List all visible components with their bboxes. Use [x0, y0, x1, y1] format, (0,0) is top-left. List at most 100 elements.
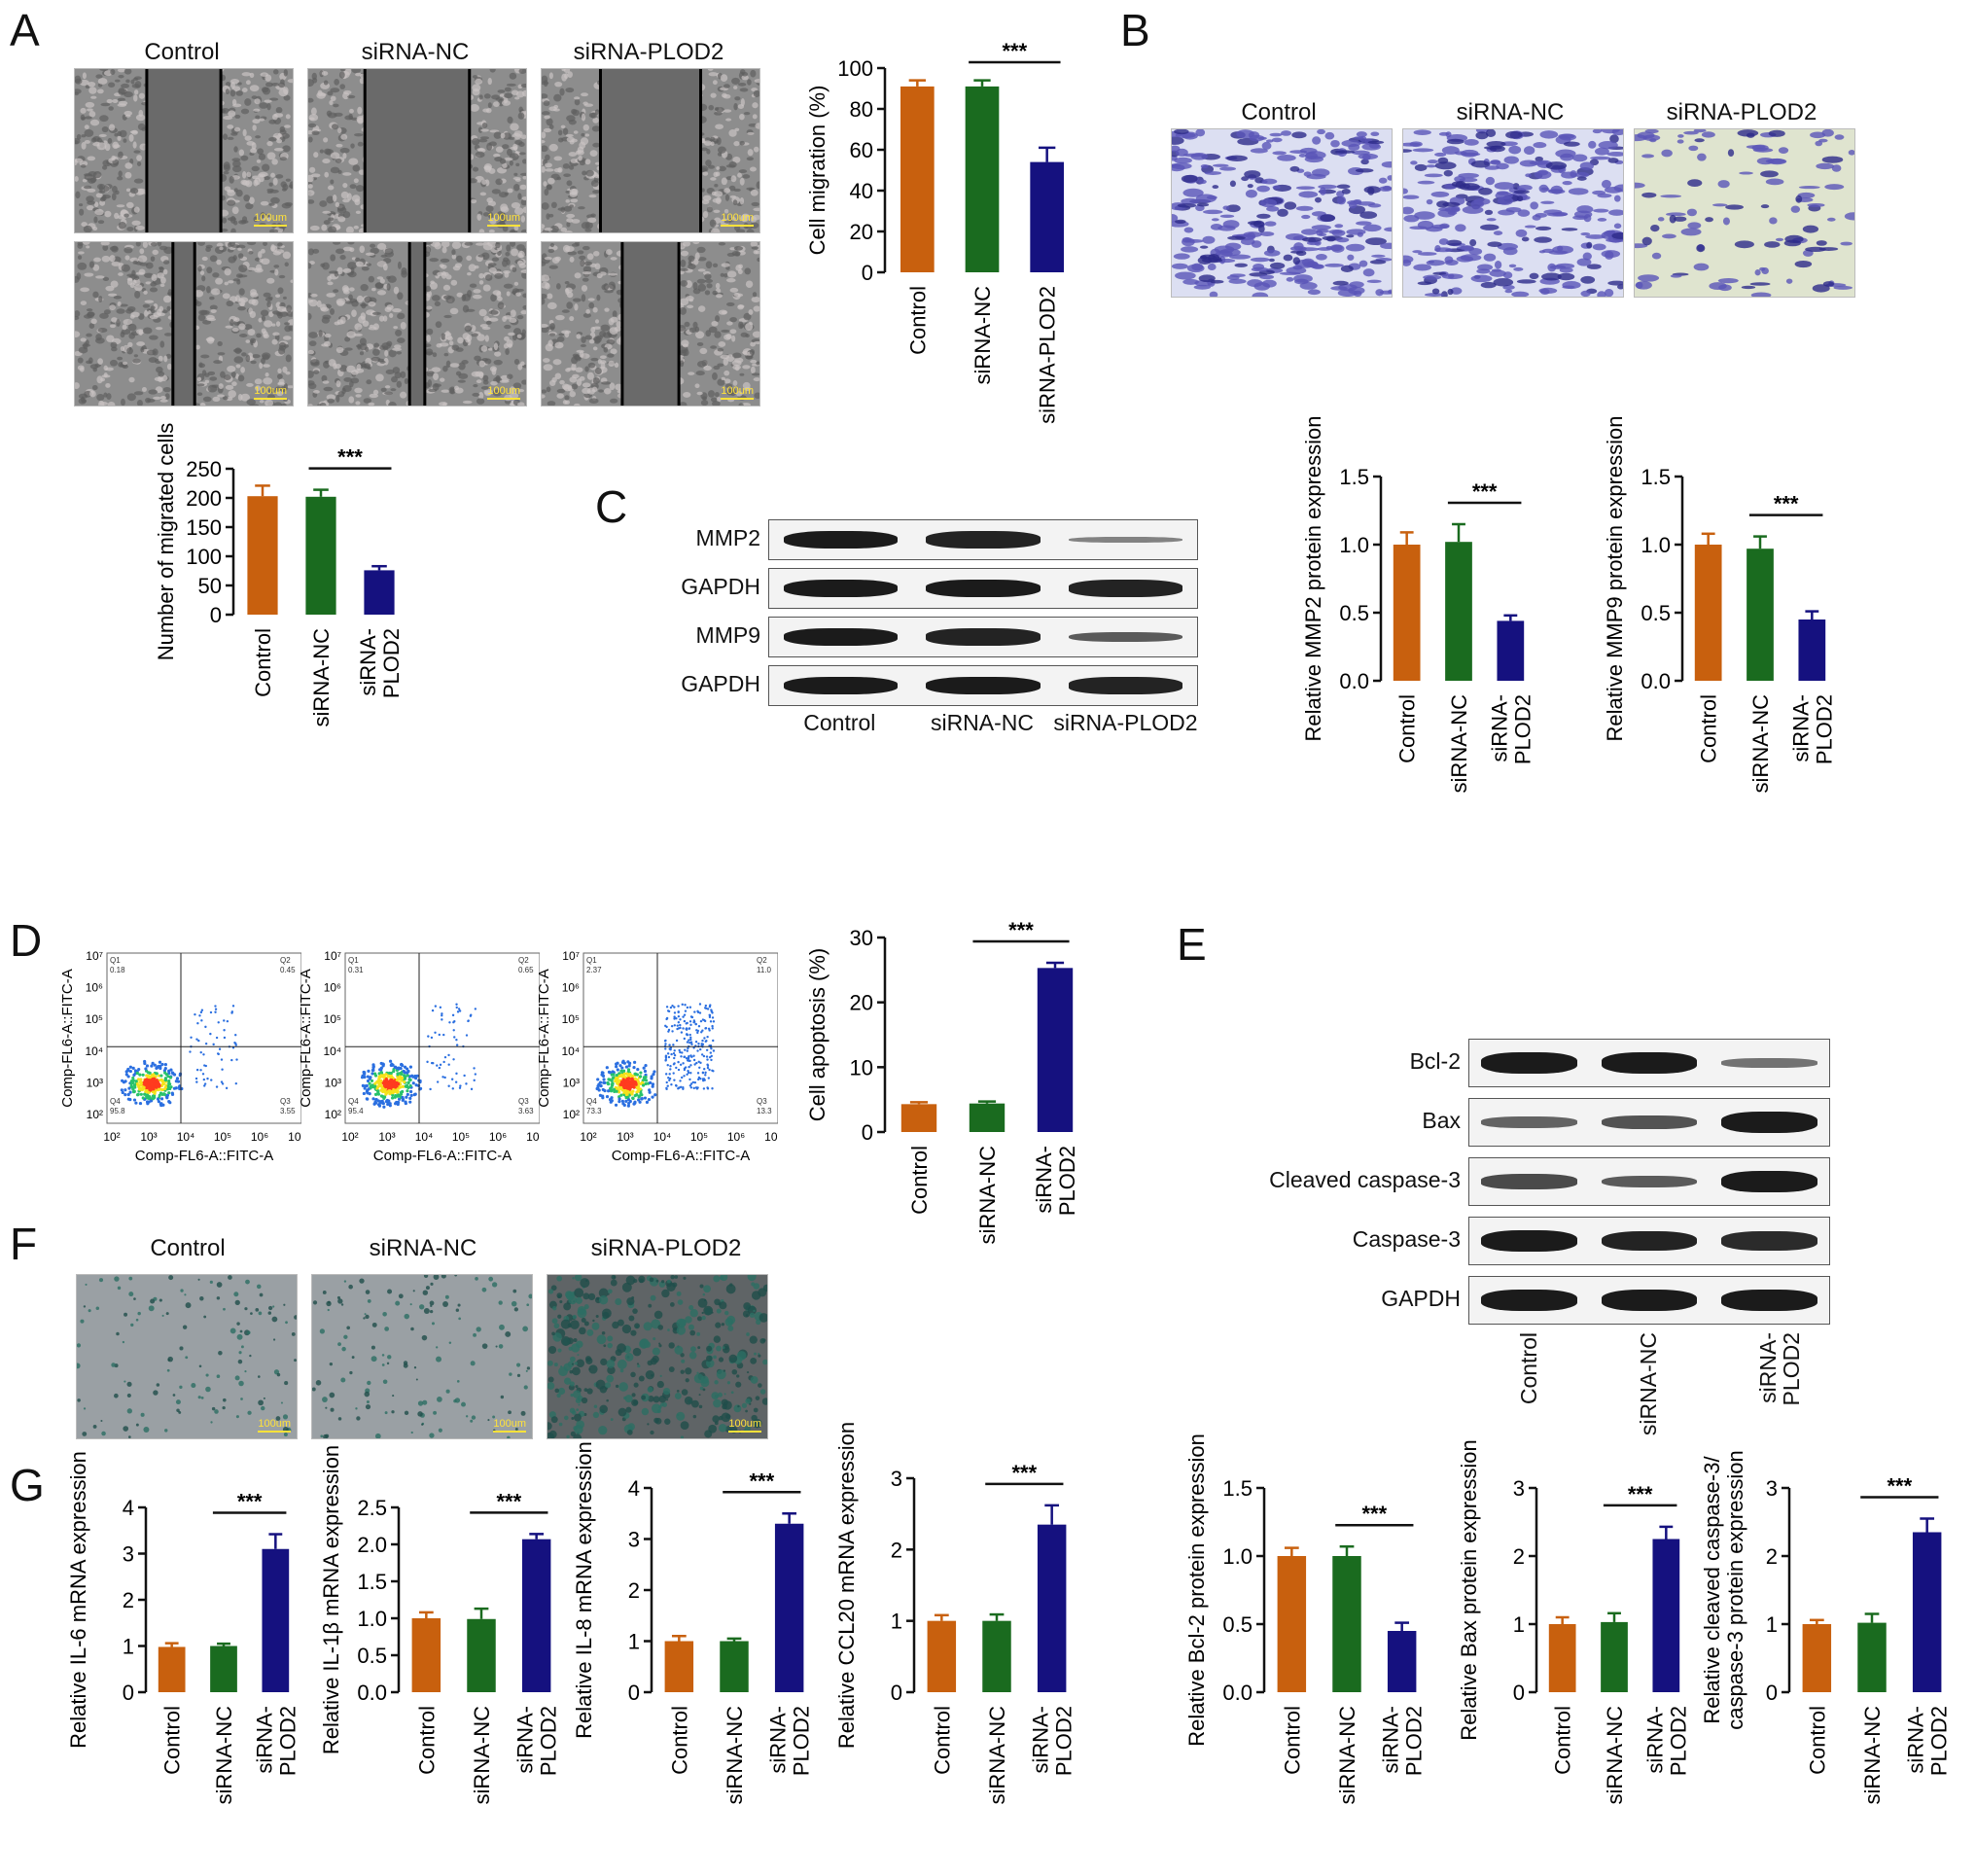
y-axis-label: Cell apoptosis (%): [805, 948, 829, 1122]
blot-label-cleaved-caspase3: Cleaved caspase-3: [1269, 1167, 1461, 1192]
blot-band: [1069, 536, 1183, 544]
flow-quadrant-label: 3.55: [280, 1107, 296, 1115]
x-tick-label: Control: [667, 1706, 691, 1775]
a-title-nc: siRNA-NC: [361, 39, 470, 65]
bar-plod2: [1037, 1524, 1067, 1692]
bar-nc: [982, 1620, 1011, 1692]
chart-mmp2: 0.0 0.5 1.0 1.5 Relative MMP2 protein expres…: [1301, 415, 1535, 794]
blot-label-mmp2: MMP2: [695, 525, 760, 550]
flow-quadrant-label: 0.18: [110, 966, 125, 974]
y-tick-label: 1.0: [1339, 533, 1369, 557]
x-tick-label: Control: [907, 1146, 932, 1215]
flow-x-tick: 10⁵: [690, 1130, 708, 1144]
flow-y-tick: 10²: [87, 1108, 103, 1121]
flow-quadrant-label: 0.45: [280, 966, 296, 974]
significance-label: ***: [1774, 492, 1799, 516]
flow-x-tick: 10⁷: [764, 1130, 778, 1144]
panel-letter-b: B: [1120, 5, 1150, 55]
y-tick-label: 4: [123, 1496, 134, 1520]
significance-label: ***: [1002, 39, 1027, 63]
bar-control: [1694, 545, 1722, 681]
flow-quadrant-label: Q4: [586, 1097, 597, 1106]
blot-band: [1721, 1058, 1817, 1068]
x-tick-label: siRNA-NC: [212, 1706, 236, 1805]
y-tick-label: 0: [862, 1120, 873, 1145]
bar-nc: [965, 86, 1000, 273]
y-tick-label: 1.0: [1641, 533, 1671, 557]
bar-nc: [1747, 549, 1774, 681]
wound-image-control-0h: 100um: [74, 68, 294, 233]
x-tick-label: Control: [160, 1706, 185, 1775]
wound-image-plod2-0h: 100um: [541, 68, 760, 233]
flow-x-tick: 10⁷: [288, 1130, 301, 1144]
y-tick-label: 0: [862, 261, 873, 285]
bar-plod2: [262, 1548, 290, 1692]
y-axis-label: Relative IL-8 mRNA expression: [572, 1441, 596, 1739]
blot-label-gapdh: GAPDH: [1381, 1286, 1461, 1311]
blot-band: [1601, 1115, 1698, 1129]
significance-label: ***: [337, 445, 363, 470]
wound-image-plod2-24h: 100um: [541, 241, 760, 407]
y-tick-label: 0: [1513, 1681, 1525, 1705]
flow-y-tick: 10²: [325, 1108, 341, 1121]
y-tick-label: 50: [198, 574, 222, 598]
flow-x-tick: 10³: [617, 1130, 633, 1144]
flow-x-tick: 10⁷: [526, 1130, 540, 1144]
y-tick-label: 1: [1513, 1612, 1525, 1637]
blot-band: [1601, 1052, 1698, 1074]
panel-letter-e: E: [1177, 919, 1207, 970]
y-axis-label: Relative MMP9 protein expression: [1603, 415, 1627, 741]
f-title-plod2: siRNA-PLOD2: [590, 1235, 742, 1261]
y-tick-label: 1.5: [1222, 1476, 1253, 1501]
blot-label-caspase3: Caspase-3: [1352, 1226, 1461, 1252]
chart-bax: 0 1 2 3 Relative Bax protein expression Contr…: [1457, 1439, 1690, 1804]
flow-y-tick: 10⁵: [324, 1012, 341, 1026]
blot-row-gapdh-1: [768, 568, 1198, 609]
chart-ccl20: 0 1 2 3 Relative CCL20 mRNA expression Contro…: [834, 1422, 1076, 1805]
flow-quadrant-label: Q2: [757, 956, 767, 965]
blot-band: [1481, 1116, 1577, 1128]
flow-y-tick: 10³: [325, 1076, 341, 1089]
y-tick-label: 1.0: [357, 1607, 387, 1631]
blot-lane-label: siRNA-PLOD2: [1053, 710, 1198, 735]
y-tick-label: 0: [210, 603, 222, 627]
panel-letter-d: D: [10, 915, 43, 966]
x-tick-label: siRNA-NC: [1447, 694, 1471, 794]
y-tick-label: 3: [1766, 1476, 1778, 1501]
blot-band: [1601, 1230, 1698, 1252]
flow-quadrant-label: Q1: [110, 956, 121, 965]
flow-quadrant-label: Q4: [110, 1097, 121, 1106]
y-tick-label: 0.5: [1641, 601, 1671, 625]
chart-apoptosis: 0 10 20 30 Cell apoptosis (%) Control siRNA-NC…: [805, 918, 1079, 1244]
y-tick-label: 0.5: [357, 1644, 387, 1668]
blot-band: [1481, 1230, 1577, 1252]
flow-y-tick: 10⁷: [562, 949, 580, 963]
flow-x-tick: 10⁵: [452, 1130, 470, 1144]
scale-bar: 100um: [721, 212, 754, 227]
x-tick-label: PLOD2: [790, 1706, 814, 1776]
x-tick-label: PLOD2: [1052, 1706, 1076, 1776]
y-tick-label: 250: [186, 457, 222, 481]
a-title-control: Control: [144, 39, 220, 65]
scale-bar: 100um: [487, 385, 520, 400]
flow-quadrant-label: 13.3: [757, 1107, 772, 1115]
x-tick-label: siRNA-: [1642, 1706, 1667, 1774]
flow-y-tick: 10⁶: [86, 981, 103, 995]
blot-row-bcl2: [1468, 1039, 1830, 1087]
blot-row-bax: [1468, 1098, 1830, 1147]
y-tick-label: 200: [186, 486, 222, 511]
panel-letter-g: G: [10, 1460, 45, 1510]
scale-bar: 100um: [721, 385, 754, 400]
scale-bar: 100um: [254, 212, 287, 227]
bar-nc: [720, 1641, 749, 1692]
x-tick-label: siRNA-NC: [1335, 1706, 1359, 1805]
stain-image-control: 100um: [76, 1274, 298, 1439]
panel-letter-c: C: [595, 481, 628, 532]
y-axis-label: Relative IL-6 mRNA expression: [66, 1451, 90, 1749]
wound-image-control-24h: 100um: [74, 241, 294, 407]
y-axis-label: Relative MMP2 protein expression: [1301, 415, 1325, 741]
blot-band: [1721, 1171, 1817, 1192]
flow-y-tick: 10⁷: [324, 949, 341, 963]
